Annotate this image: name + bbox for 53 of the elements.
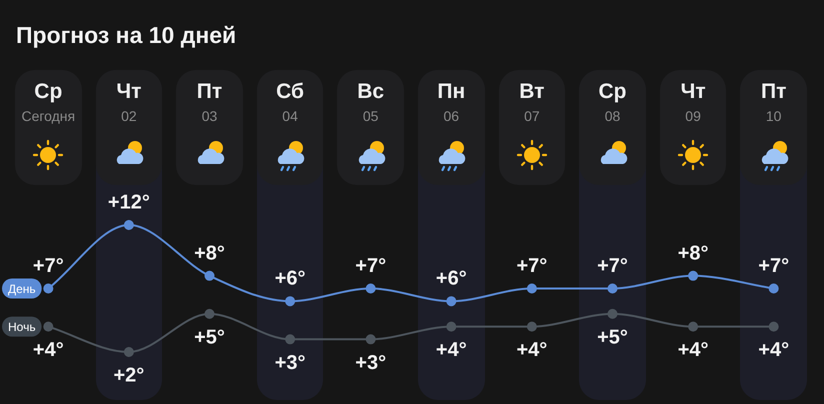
data-label: +7° xyxy=(758,255,790,278)
x-tick-label: Ср 08 xyxy=(597,80,628,124)
point xyxy=(446,296,456,306)
point xyxy=(688,322,698,332)
point xyxy=(43,284,54,294)
point xyxy=(688,270,698,281)
data-label: +6° xyxy=(436,268,467,290)
x-tick-label: Чт 02 xyxy=(115,80,142,124)
point xyxy=(768,284,779,294)
data-label: +5° xyxy=(194,326,225,348)
x-tick-label: Вт 07 xyxy=(518,80,546,124)
point xyxy=(285,296,296,306)
data-label: +2° xyxy=(113,364,144,387)
data-label: +4° xyxy=(678,339,709,362)
point xyxy=(446,322,456,332)
point xyxy=(124,347,134,357)
data-label: +5° xyxy=(597,326,628,348)
point xyxy=(526,322,537,332)
data-label: +12° xyxy=(108,192,150,214)
data-label: +8° xyxy=(678,242,709,264)
x-tick-label: Сб 04 xyxy=(275,80,306,124)
data-label: +7° xyxy=(355,255,386,278)
x-tick-label: Пт 03 xyxy=(196,80,224,124)
point xyxy=(43,322,54,332)
chart-title: Прогноз на 10 дней xyxy=(16,22,236,49)
x-tick-label: Пт 10 xyxy=(760,80,788,124)
data-label: +8° xyxy=(194,242,225,264)
data-label: +7° xyxy=(32,255,64,278)
x-tick-label: Чт 09 xyxy=(680,80,707,124)
point xyxy=(124,220,134,230)
data-label: +4° xyxy=(436,339,467,362)
series-label: Ночь xyxy=(8,320,36,334)
point xyxy=(768,322,779,332)
x-tick-label: Пн 06 xyxy=(436,80,466,124)
point xyxy=(366,334,376,344)
series-label: День xyxy=(8,282,36,296)
point xyxy=(285,334,296,344)
point xyxy=(608,308,618,319)
point xyxy=(366,284,376,294)
data-label: +4° xyxy=(32,339,64,362)
point xyxy=(608,284,618,294)
x-tick-label: Вс 05 xyxy=(356,80,386,124)
data-label: +3° xyxy=(355,352,386,374)
data-label: +7° xyxy=(597,255,628,278)
data-label: +3° xyxy=(274,352,306,374)
point xyxy=(526,284,537,294)
data-label: +4° xyxy=(758,339,790,362)
point xyxy=(204,308,214,319)
x-tick-label: Ср Сегодня xyxy=(20,80,76,124)
data-label: +4° xyxy=(516,339,548,362)
data-label: +7° xyxy=(516,255,548,278)
data-label: +6° xyxy=(274,268,306,290)
point xyxy=(204,270,214,281)
